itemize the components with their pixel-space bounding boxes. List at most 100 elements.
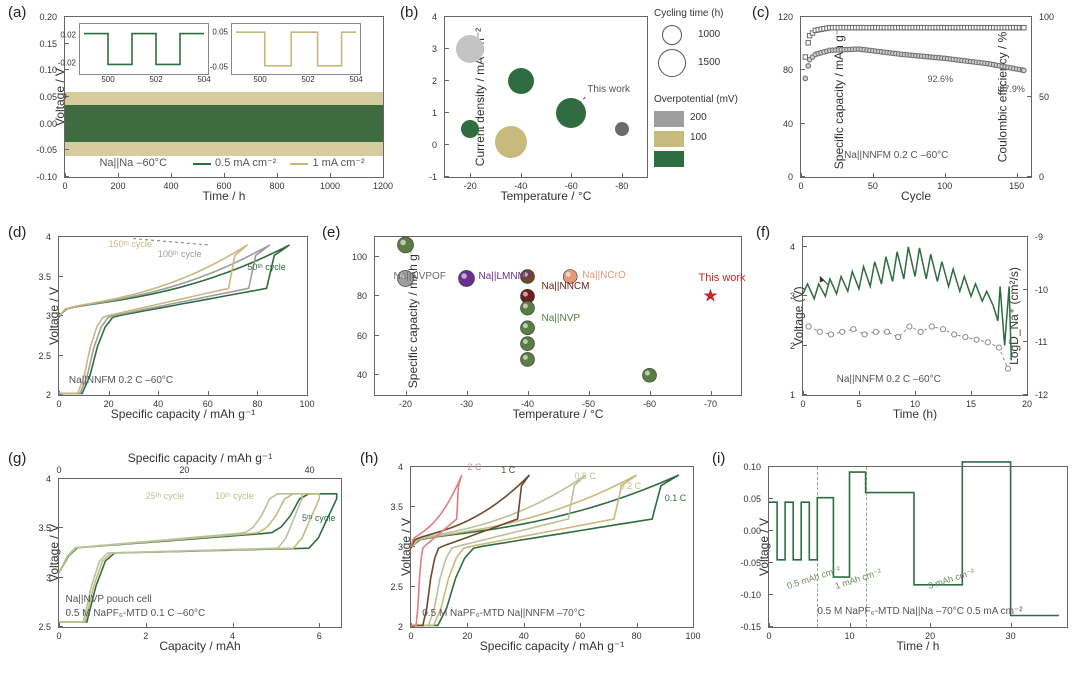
y2-tick: -10 (1035, 285, 1048, 295)
series-label: Na||LMNMT (479, 271, 533, 282)
panel-e: (e) -20-30-40-50-60-70406080100Temperatu… (322, 222, 752, 438)
y-tick: -0.15 (740, 622, 761, 632)
overpotential-legend: Overpotential (mV) 200100 (654, 94, 750, 169)
plot-g: 02462.533.54Capacity / mAhVoltage / V020… (58, 478, 342, 628)
series-label: Na||NNCM (542, 281, 590, 292)
cycle-label: 5ᵗʰ cycle (302, 513, 335, 523)
rate-label: 0.5 C (575, 471, 597, 481)
panel-d-conditions: Na||NNFM 0.2 C –60°C (69, 375, 173, 386)
panel-b-label: (b) (400, 4, 418, 21)
this-work-star: ★ (702, 286, 718, 307)
x-tick: -30 (460, 399, 473, 409)
y-tick: 0.20 (39, 12, 57, 22)
x-tick: 0 (56, 399, 61, 409)
series-label: Na||NVP (542, 313, 581, 324)
y-tick: 1 (432, 108, 437, 118)
x-tick: 0 (408, 631, 413, 641)
this-work-label: This work (699, 272, 746, 284)
y-tick: 4 (790, 242, 795, 252)
y2-tick: -12 (1035, 390, 1048, 400)
voltage-band (65, 105, 383, 142)
y-tick: 40 (783, 119, 793, 129)
x-tick: 0 (56, 631, 61, 641)
plot-e: -20-30-40-50-60-70406080100Temperature /… (374, 236, 742, 396)
y-tick: 0.05 (743, 494, 761, 504)
series-label: Na||NVPOF (394, 271, 446, 282)
y-tick: 3.5 (38, 272, 51, 282)
panel-g-cond2: 0.5 M NaPF₆-MTD 0.1 C –60°C (66, 608, 206, 619)
plot-h: 02040608010022.533.54Specific capacity /… (410, 466, 694, 628)
y-tick: 120 (778, 12, 793, 22)
x-axis-label: Capacity / mAh (159, 639, 240, 653)
x-tick: -60 (643, 399, 656, 409)
x-tick: 1200 (373, 181, 393, 191)
y-tick: 4 (398, 462, 403, 472)
x-tick: 20 (462, 631, 472, 641)
x-axis-label: Time (h) (893, 407, 937, 421)
panel-h: (h) 02040608010022.533.54Specific capaci… (360, 448, 704, 670)
y-tick: -0.10 (36, 172, 57, 182)
y-tick: 2.5 (38, 351, 51, 361)
y2-tick: 100 (1039, 12, 1054, 22)
x-axis-label: Time / h (897, 639, 940, 653)
panel-i: (i) 0102030-0.15-0.10-0.050.000.050.10Ti… (712, 448, 1078, 670)
y-tick: 3.5 (390, 502, 403, 512)
x-tick: 800 (269, 181, 284, 191)
x-tick: 0 (62, 181, 67, 191)
x-axis-label: Specific capacity / mAh g⁻¹ (480, 639, 624, 653)
y-tick: 0.15 (39, 39, 57, 49)
x-tick-top: 40 (305, 465, 315, 475)
panel-a-label: (a) (8, 4, 26, 21)
y-tick: -0.05 (36, 145, 57, 155)
x-axis-label: Temperature / °C (501, 189, 592, 203)
y-tick: 80 (783, 65, 793, 75)
x-tick: 2 (143, 631, 148, 641)
cycle-label: 25ᵗʰ cycle (146, 491, 184, 501)
x-tick: 10 (845, 631, 855, 641)
cycle-label: 150ᵗʰ cycle (108, 239, 151, 249)
y-tick: -0.10 (740, 590, 761, 600)
cap-mark-1: 92.6% (928, 74, 954, 84)
rate-label: 2 C (467, 462, 481, 472)
series-label: Na||NCrO (582, 270, 626, 281)
y-tick: 4 (46, 232, 51, 242)
y-tick: 0.10 (743, 462, 761, 472)
x-axis-label: Cycle (901, 189, 931, 203)
plot-f: 051015201234-12-11-10-9Time (h)Voltage (… (802, 236, 1028, 396)
plot-c: 05010015004080120050100CycleSpecific cap… (800, 16, 1032, 178)
x-tick: 80 (632, 631, 642, 641)
cycle-label: 100ᵗʰ cycle (158, 249, 201, 259)
x-tick: 5 (856, 399, 861, 409)
x-tick: 15 (966, 399, 976, 409)
x-tick: -80 (615, 181, 628, 191)
over-legend-title: Overpotential (mV) (654, 94, 750, 105)
x-tick: 100 (685, 631, 700, 641)
x-tick: 0 (798, 181, 803, 191)
panel-h-label: (h) (360, 450, 378, 467)
y2-tick: -9 (1035, 232, 1043, 242)
x-tick: 1000 (320, 181, 340, 191)
panel-g: (g) 02462.533.54Capacity / mAhVoltage / … (8, 448, 352, 670)
y-tick: 4 (46, 474, 51, 484)
panel-c-conditions: Na||NNFM 0.2 C –60°C (844, 150, 948, 161)
plot-b: -20-40-60-80-101234Temperature / °CCurre… (444, 16, 648, 178)
y-axis-label: Voltage / V (53, 68, 67, 126)
panel-h-conditions: 0.5 M NaPF₆-MTD Na||NNFM –70°C (422, 608, 585, 619)
x-tick: 150 (1009, 181, 1024, 191)
cap-mark-2: 87.9% (999, 84, 1025, 94)
x-tick-top: 0 (56, 465, 61, 475)
x-tick-top: 20 (179, 465, 189, 475)
panel-a-conditions: Na||Na –60°C0.5 mA cm⁻²1 mA cm⁻² (99, 156, 364, 169)
y-tick: -1 (429, 172, 437, 182)
x-tick: 0 (766, 631, 771, 641)
x-tick: 100 (937, 181, 952, 191)
y-tick: 2 (46, 390, 51, 400)
panel-b: (b) -20-40-60-80-101234Temperature / °CC… (400, 2, 750, 208)
x-tick: 0 (800, 399, 805, 409)
x-axis-label: Time / h (203, 189, 246, 203)
panel-a-inset: 500502504-0.050.05 (231, 23, 361, 75)
y-tick: 80 (357, 291, 367, 301)
plot-d: 02040608010022.533.54Specific capacity /… (58, 236, 308, 396)
plot-a: 020040060080010001200-0.10-0.050.000.050… (64, 16, 384, 178)
panel-f-conditions: Na||NNFM 0.2 C –60°C (837, 374, 941, 385)
